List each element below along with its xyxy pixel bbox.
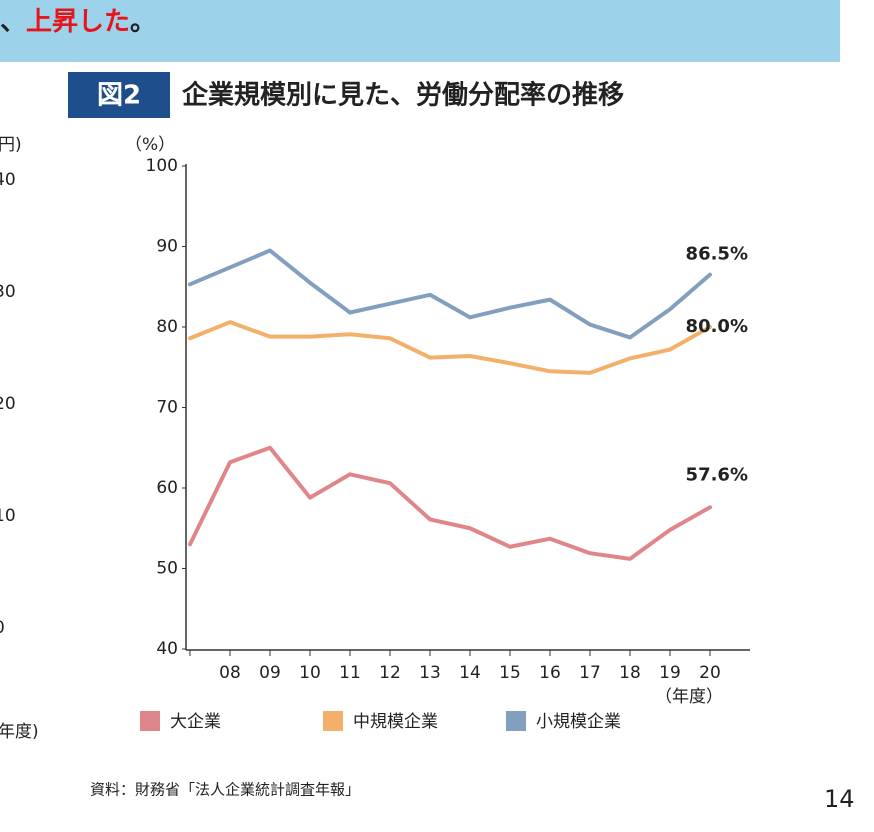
banner-text: 、上昇した。 (0, 7, 156, 37)
x-tick-label: 11 (339, 663, 361, 683)
badge: 図2 (97, 81, 141, 111)
x-tick-label: 19 (659, 663, 681, 683)
badge-box (68, 72, 170, 118)
banner-highlight: 上昇した (26, 7, 130, 37)
x-tick-label: 20 (699, 663, 721, 683)
x-tick-label: 15 (499, 663, 521, 683)
x-tick-label: 16 (539, 663, 561, 683)
legend-label: 中規模企業 (353, 712, 438, 732)
x-axis-label: （年度） (655, 687, 723, 707)
banner-part: 。 (130, 7, 156, 37)
legend-label: 小規模企業 (536, 712, 621, 732)
value-label: 86.5% (686, 244, 748, 265)
source: 資料：財務省「法人企業統計調査年報」 (90, 781, 360, 799)
left-unit: 円) (0, 135, 22, 155)
value-label: 80.0% (686, 316, 748, 337)
y-tick-label: 60 (156, 478, 178, 498)
x-tick-label: 17 (579, 663, 601, 683)
x-tick-label: 13 (419, 663, 441, 683)
page-number: 14 (824, 785, 855, 813)
legend-swatch (506, 711, 526, 731)
series-line (188, 248, 712, 340)
x-tick-label: 14 (459, 663, 481, 683)
y-tick-label: 50 (156, 559, 178, 579)
x-tick-label: 18 (619, 663, 641, 683)
banner (0, 0, 840, 62)
left-tick-label: 10 (0, 506, 16, 526)
y-axis-label: （%） (125, 135, 175, 155)
x-tick-label: 12 (379, 663, 401, 683)
legend-swatch (140, 711, 160, 731)
x-tick-label: 08 (219, 663, 241, 683)
y-tick-label: 70 (156, 398, 178, 418)
legend-label: 大企業 (170, 712, 221, 732)
y-tick-label: 100 (146, 156, 178, 176)
left-tick-label: 30 (0, 282, 16, 302)
y-tick-label: 40 (156, 639, 178, 659)
legend-swatch (323, 711, 343, 731)
left-tick-label: 0 (0, 618, 5, 638)
y-tick-label: 80 (156, 317, 178, 337)
series-line (188, 445, 712, 561)
value-label: 57.6% (686, 464, 748, 485)
left-tick-label: 40 (0, 170, 16, 190)
y-tick-label: 90 (156, 237, 178, 257)
x-tick-label: 10 (299, 663, 321, 683)
x-tick-label: 09 (259, 663, 281, 683)
series-line (188, 320, 712, 375)
banner-part: 、 (0, 7, 26, 37)
left-tick-label: 20 (0, 394, 16, 414)
left-x-label: 年度) (0, 722, 39, 742)
chart-title: 企業規模別に見た、労働分配率の推移 (182, 80, 624, 111)
